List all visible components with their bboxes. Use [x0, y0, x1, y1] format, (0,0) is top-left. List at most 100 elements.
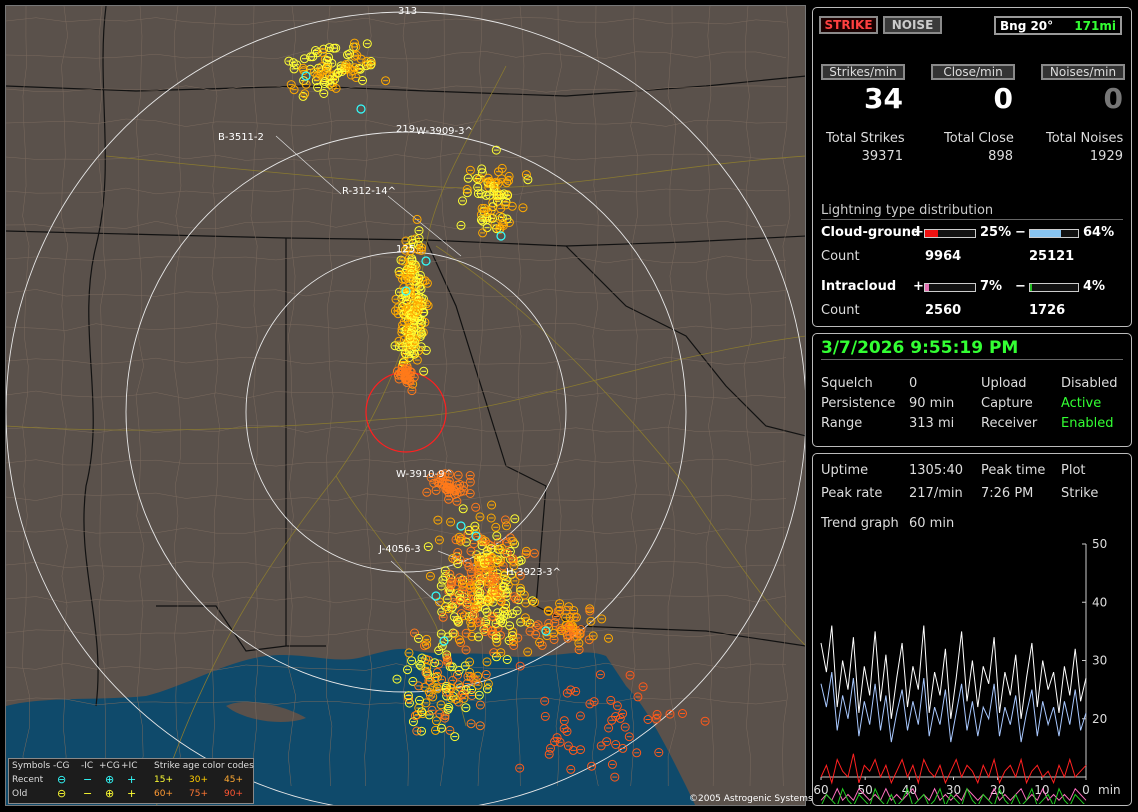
noises-per-min-button[interactable]: Noises/min	[1041, 64, 1125, 80]
legend-age-30: 30+	[189, 775, 208, 785]
strike-marker	[473, 189, 483, 199]
copyright-text: ©2005 Astrogenic Systems	[689, 794, 813, 804]
strike-marker	[404, 332, 414, 342]
strike-marker	[404, 375, 414, 385]
trend-graph-value[interactable]: 60 min	[909, 516, 955, 531]
strike-marker	[494, 167, 503, 177]
capture-value[interactable]: Active	[1061, 396, 1102, 411]
trend-series-line-2	[820, 753, 1087, 785]
strike-marker	[437, 641, 447, 651]
strikes-per-min-button[interactable]: Strikes/min	[821, 64, 905, 80]
strike-marker	[604, 633, 613, 643]
strike-marker	[459, 486, 469, 496]
strike-marker	[476, 210, 486, 220]
close-per-min-button[interactable]: Close/min	[931, 64, 1015, 80]
strike-marker	[400, 349, 410, 358]
legend-recent-pcg-icon: ⊕	[105, 773, 115, 786]
recent-strike-marker	[471, 531, 481, 541]
strike-marker	[416, 245, 426, 255]
persistence-value[interactable]: 90 min	[909, 396, 955, 411]
strike-markers[interactable]	[284, 38, 710, 782]
storm-annotation-w3910: W-3910-9^	[396, 469, 453, 480]
strike-marker	[510, 514, 520, 524]
plot-label: Plot	[1061, 463, 1086, 478]
strike-marker	[416, 661, 426, 671]
strike-marker	[546, 743, 555, 753]
range-ring-middle	[125, 131, 687, 693]
strike-marker	[431, 485, 441, 495]
strike-marker	[515, 583, 525, 593]
strike-marker	[475, 588, 485, 598]
total-strikes-value: 39371	[861, 149, 903, 164]
strike-marker	[462, 188, 472, 198]
cg-minus-percent: 64%	[1083, 225, 1115, 240]
strike-marker	[499, 582, 509, 592]
strike-marker	[420, 276, 430, 286]
strike-marker	[412, 726, 422, 736]
strike-marker	[320, 77, 330, 86]
legend-recent-label: Recent	[12, 775, 44, 785]
strike-marker	[414, 681, 424, 691]
strike-marker	[436, 581, 446, 591]
strike-marker	[530, 597, 540, 607]
strike-marker	[350, 63, 360, 73]
strike-marker	[472, 174, 482, 183]
range-value[interactable]: 313 mi	[909, 416, 955, 431]
strike-marker	[381, 76, 391, 86]
squelch-value[interactable]: 0	[909, 376, 918, 391]
strike-marker	[337, 67, 347, 76]
bearing-lines	[275, 135, 477, 612]
strike-marker	[408, 717, 418, 727]
strike-marker	[478, 228, 488, 238]
strike-marker	[407, 386, 417, 396]
strike-marker	[543, 606, 553, 616]
strike-marker	[417, 707, 427, 717]
strike-marker	[446, 517, 456, 527]
map-canvas[interactable]: 313 219 125	[6, 6, 806, 806]
strike-marker	[333, 67, 343, 77]
strike-marker	[513, 633, 523, 643]
strike-marker	[398, 256, 408, 266]
strike-mode-button[interactable]: STRIKE	[819, 16, 878, 34]
strike-marker	[431, 725, 440, 735]
strike-marker	[409, 323, 419, 333]
strike-marker	[465, 477, 475, 487]
ic-plus-percent: 7%	[980, 279, 1003, 294]
strike-marker	[464, 525, 474, 535]
strike-marker	[433, 515, 443, 525]
strike-marker	[507, 631, 517, 641]
strike-marker	[417, 243, 427, 253]
strike-marker	[643, 715, 653, 724]
strike-marker	[464, 593, 474, 602]
lightning-map[interactable]: 313 219 125 B-3511-2 W-3909-3^ R-312-14^…	[5, 5, 806, 806]
strikes-per-min-value: 34	[864, 82, 903, 115]
strike-marker	[450, 732, 460, 742]
noise-mode-button[interactable]: NOISE	[883, 16, 942, 34]
ic-minus-percent: 4%	[1083, 279, 1106, 294]
plot-value[interactable]: Strike	[1061, 486, 1099, 501]
strike-marker	[561, 613, 571, 623]
strike-marker	[309, 67, 319, 77]
strike-marker	[499, 606, 508, 616]
upload-value[interactable]: Disabled	[1061, 376, 1118, 391]
strike-marker	[419, 307, 429, 317]
strike-marker	[456, 534, 466, 544]
cg-minus-bar	[1029, 229, 1079, 238]
strike-marker	[403, 691, 413, 701]
strike-marker	[606, 695, 616, 705]
strike-marker	[515, 763, 525, 773]
recent-strike-marker	[401, 286, 411, 296]
strike-marker	[428, 682, 438, 692]
legend-age-45: 45+	[224, 775, 243, 785]
strike-marker	[560, 624, 570, 634]
symbol-legend: Symbols -CG -IC +CG +IC Strike age color…	[8, 758, 254, 804]
receiver-value[interactable]: Enabled	[1061, 416, 1114, 431]
strike-marker	[468, 673, 478, 683]
strike-marker	[456, 220, 466, 230]
range-label-313: 313	[398, 6, 417, 17]
strike-marker	[317, 48, 327, 57]
strike-marker	[492, 555, 502, 565]
strike-marker	[425, 571, 435, 581]
strike-marker	[444, 494, 454, 504]
strike-marker	[652, 709, 662, 719]
